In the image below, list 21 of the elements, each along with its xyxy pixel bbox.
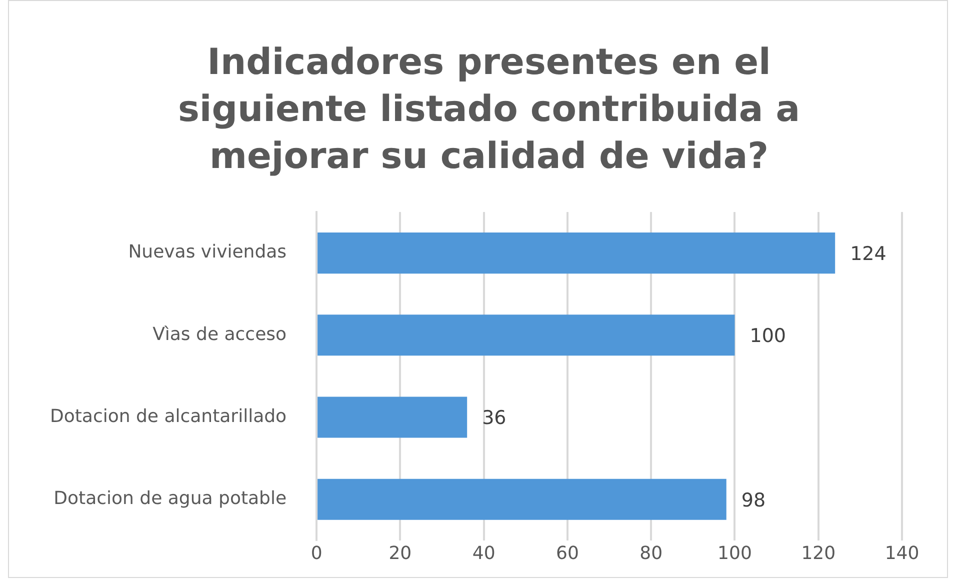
x-tick-label: 100	[718, 542, 752, 564]
y-tick-label: Dotacion de alcantarillado	[50, 406, 287, 427]
data-label: 100	[750, 325, 786, 348]
data-label: 36	[482, 407, 506, 430]
y-tick-label: Dotacion de agua potable	[54, 488, 287, 510]
bar	[318, 396, 468, 438]
x-tick-label: 20	[388, 542, 412, 564]
data-label: 124	[850, 242, 886, 265]
y-tick-label: Nuevas viviendas	[128, 242, 287, 263]
x-tick-label: 60	[556, 542, 579, 564]
bar	[318, 232, 836, 274]
y-tick-label: Vìas de acceso	[152, 324, 287, 345]
x-tick-label: 80	[640, 542, 663, 564]
x-tick-label: 120	[801, 542, 836, 564]
bar	[318, 478, 726, 520]
x-tick-label: 140	[884, 542, 920, 564]
x-tick-label: 40	[472, 542, 496, 564]
bar	[318, 314, 735, 356]
x-tick-label: 0	[310, 542, 322, 564]
chart-title: Indicadores presentes en el siguiente listado contribuida a mejorar su calidad de vida?	[177, 41, 801, 179]
data-label: 98	[741, 489, 766, 512]
